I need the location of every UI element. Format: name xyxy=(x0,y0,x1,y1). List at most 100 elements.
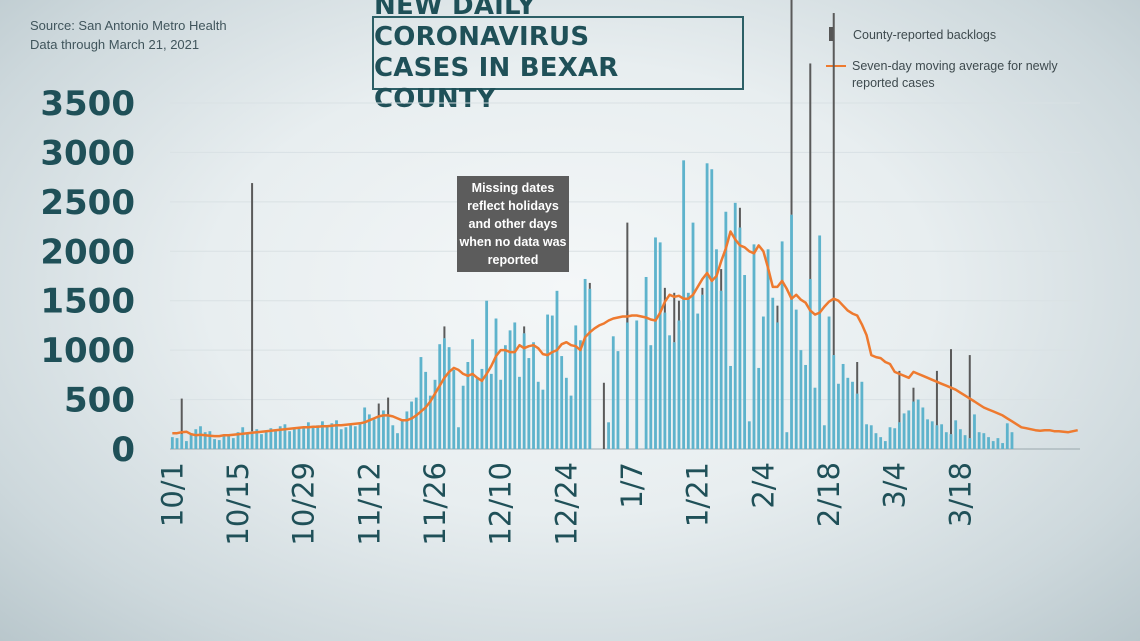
case-bar xyxy=(508,330,512,449)
case-bar xyxy=(1010,432,1014,449)
x-tick-label: 11/12 xyxy=(352,462,386,546)
case-bar xyxy=(977,432,981,449)
case-bar xyxy=(170,437,174,449)
case-bar xyxy=(438,344,442,449)
case-bar xyxy=(658,242,662,449)
case-bar xyxy=(419,357,423,449)
moving-average-line xyxy=(172,230,1078,438)
case-bar xyxy=(494,318,498,449)
case-bar xyxy=(729,365,732,449)
case-bar xyxy=(292,429,296,449)
case-bar xyxy=(987,437,990,449)
case-bar xyxy=(180,434,184,449)
case-bar xyxy=(306,422,310,449)
case-bar xyxy=(686,292,690,449)
y-tick-label: 1000 xyxy=(40,331,135,371)
case-bar xyxy=(958,429,962,449)
case-bar xyxy=(860,381,864,449)
case-bar xyxy=(996,438,1000,449)
case-bar xyxy=(766,249,770,449)
case-bar xyxy=(546,314,550,449)
case-bar xyxy=(349,425,352,449)
case-bar xyxy=(522,333,526,449)
case-bar xyxy=(433,379,437,449)
case-bar xyxy=(654,237,657,449)
case-bar xyxy=(846,377,850,449)
case-bar xyxy=(574,325,578,449)
case-bar xyxy=(227,434,231,449)
case-bar xyxy=(944,432,948,449)
case-bar xyxy=(926,419,929,449)
case-bar xyxy=(752,244,756,449)
case-bar xyxy=(241,427,245,449)
case-bar xyxy=(555,290,559,449)
case-bar xyxy=(377,417,381,449)
case-bar xyxy=(527,358,531,449)
backlog-bar xyxy=(776,305,779,323)
backlog-bar xyxy=(673,292,676,343)
case-bar xyxy=(940,424,944,449)
case-bar xyxy=(325,425,329,449)
backlog-bar xyxy=(626,222,629,323)
case-bar xyxy=(513,322,517,449)
case-bar xyxy=(832,355,836,449)
case-bar xyxy=(367,414,371,449)
annotation-text: Missing dates reflect holidays and other… xyxy=(459,181,567,267)
case-bar xyxy=(1005,423,1009,449)
backlog-bar xyxy=(832,13,835,356)
case-bar xyxy=(358,423,362,449)
case-bar xyxy=(353,426,357,449)
case-bar xyxy=(208,431,212,449)
backlog-bar xyxy=(677,300,680,321)
case-bar xyxy=(536,381,540,449)
case-bar xyxy=(316,425,320,449)
case-bar xyxy=(921,407,925,449)
case-bar xyxy=(930,421,934,449)
case-bar xyxy=(780,241,784,449)
case-bar xyxy=(339,429,343,449)
case-bar xyxy=(649,345,653,449)
title-line-1: NEW DAILY CORONAVIRUS xyxy=(374,0,590,52)
case-bar xyxy=(344,427,348,449)
backlog-bar xyxy=(588,282,591,289)
case-bar xyxy=(461,385,465,449)
case-bar xyxy=(274,430,277,449)
case-bar xyxy=(883,441,887,449)
backlog-bar xyxy=(856,362,859,394)
case-bar xyxy=(569,395,573,449)
case-bar xyxy=(255,429,259,449)
case-bar xyxy=(386,415,390,449)
case-bar xyxy=(663,312,667,449)
case-bar xyxy=(466,362,470,449)
case-bar xyxy=(480,368,484,449)
case-bar xyxy=(738,227,742,449)
case-bar xyxy=(283,424,287,449)
case-bar xyxy=(443,338,446,449)
y-tick-label: 2500 xyxy=(40,183,135,223)
y-tick-label: 500 xyxy=(64,381,135,421)
case-bar xyxy=(757,367,761,449)
case-bar xyxy=(790,214,793,449)
missing-dates-annotation: Missing dates reflect holidays and other… xyxy=(457,176,569,272)
backlog-bar xyxy=(443,326,446,339)
x-tick-label: 12/24 xyxy=(549,462,583,546)
backlog-bar xyxy=(602,382,605,449)
case-bar xyxy=(902,413,906,449)
case-bar xyxy=(217,440,221,449)
x-tick-label: 10/29 xyxy=(287,462,321,546)
data-through-line: Data through March 21, 2021 xyxy=(30,37,200,52)
case-bar xyxy=(405,411,409,449)
case-bar xyxy=(696,313,700,449)
case-bar xyxy=(489,373,493,449)
source-note: Source: San Antonio Metro Health Data th… xyxy=(30,16,227,54)
backlog-bar xyxy=(790,0,793,215)
case-bar xyxy=(518,376,521,449)
case-bar xyxy=(973,414,976,449)
case-bar xyxy=(250,431,254,449)
x-tick-label: 2/18 xyxy=(812,462,846,527)
backlog-bar xyxy=(180,398,183,435)
case-bar xyxy=(865,424,868,449)
y-tick-label: 2000 xyxy=(40,232,135,272)
case-bar xyxy=(916,399,920,449)
backlog-bar xyxy=(935,370,938,426)
